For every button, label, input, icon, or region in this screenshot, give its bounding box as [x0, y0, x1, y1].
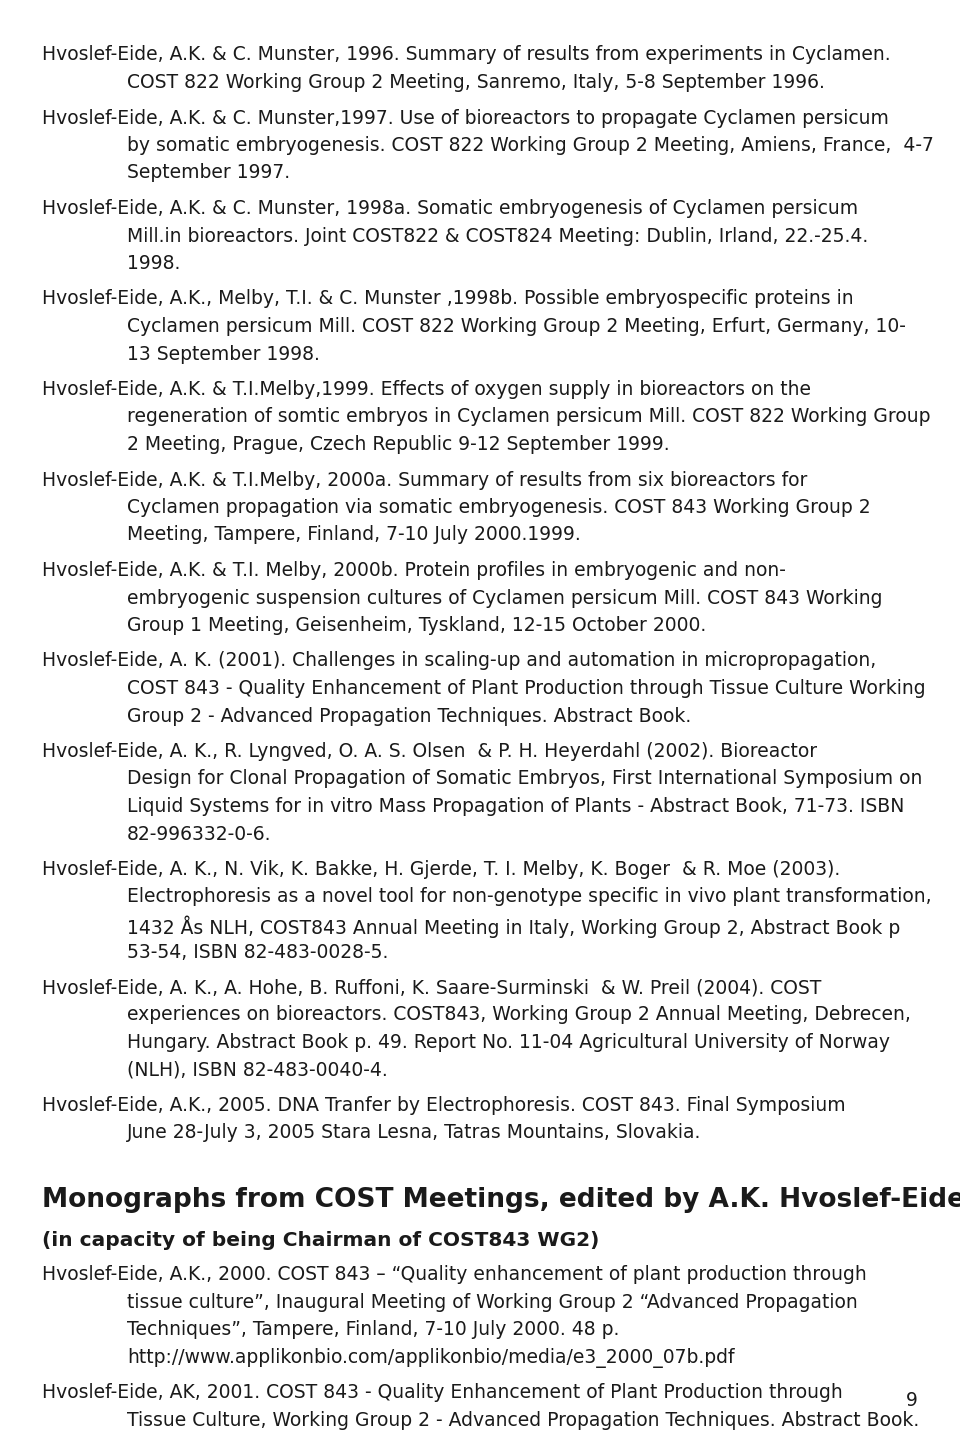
Text: Hvoslef-Eide, A.K., 2005. DNA Tranfer by Electrophoresis. COST 843. Final Sympos: Hvoslef-Eide, A.K., 2005. DNA Tranfer by…: [42, 1096, 846, 1114]
Text: Hvoslef-Eide, A. K., A. Hohe, B. Ruffoni, K. Saare-Surminski  & W. Preil (2004).: Hvoslef-Eide, A. K., A. Hohe, B. Ruffoni…: [42, 978, 822, 997]
Text: Hvoslef-Eide, A.K. & C. Munster,1997. Use of bioreactors to propagate Cyclamen p: Hvoslef-Eide, A.K. & C. Munster,1997. Us…: [42, 108, 889, 128]
Text: Group 2 - Advanced Propagation Techniques. Abstract Book.: Group 2 - Advanced Propagation Technique…: [127, 706, 691, 726]
Text: Hvoslef-Eide, A.K. & T.I. Melby, 2000b. Protein profiles in embryogenic and non-: Hvoslef-Eide, A.K. & T.I. Melby, 2000b. …: [42, 561, 786, 580]
Text: Hvoslef-Eide, A.K., 2000. COST 843 – “Quality enhancement of plant production th: Hvoslef-Eide, A.K., 2000. COST 843 – “Qu…: [42, 1265, 867, 1284]
Text: 1998.: 1998.: [127, 255, 180, 273]
Text: 53-54, ISBN 82-483-0028-5.: 53-54, ISBN 82-483-0028-5.: [127, 942, 389, 962]
Text: (in capacity of being Chairman of COST843 WG2): (in capacity of being Chairman of COST84…: [42, 1231, 599, 1250]
Text: COST 843 - Quality Enhancement of Plant Production through Tissue Culture Workin: COST 843 - Quality Enhancement of Plant …: [127, 679, 925, 697]
Text: Hvoslef-Eide, A.K. & T.I.Melby,1999. Effects of oxygen supply in bioreactors on : Hvoslef-Eide, A.K. & T.I.Melby,1999. Eff…: [42, 380, 811, 398]
Text: embryogenic suspension cultures of Cyclamen persicum Mill. COST 843 Working: embryogenic suspension cultures of Cycla…: [127, 588, 882, 607]
Text: Hvoslef-Eide, A.K., Melby, T.I. & C. Munster ,1998b. Possible embryospecific pro: Hvoslef-Eide, A.K., Melby, T.I. & C. Mun…: [42, 289, 853, 309]
Text: September 1997.: September 1997.: [127, 164, 290, 183]
Text: Tissue Culture, Working Group 2 - Advanced Propagation Techniques. Abstract Book: Tissue Culture, Working Group 2 - Advanc…: [127, 1411, 920, 1429]
Text: 9: 9: [906, 1391, 918, 1411]
Text: 13 September 1998.: 13 September 1998.: [127, 345, 320, 364]
Text: http://www.applikonbio.com/applikonbio/media/e3_2000_07b.pdf: http://www.applikonbio.com/applikonbio/m…: [127, 1347, 734, 1368]
Text: Hvoslef-Eide, A. K. (2001). Challenges in scaling-up and automation in microprop: Hvoslef-Eide, A. K. (2001). Challenges i…: [42, 651, 876, 670]
Text: Hvoslef-Eide, A. K., N. Vik, K. Bakke, H. Gjerde, T. I. Melby, K. Boger  & R. Mo: Hvoslef-Eide, A. K., N. Vik, K. Bakke, H…: [42, 860, 840, 879]
Text: Hvoslef-Eide, AK, 2001. COST 843 - Quality Enhancement of Plant Production throu: Hvoslef-Eide, AK, 2001. COST 843 - Quali…: [42, 1383, 843, 1402]
Text: COST 822 Working Group 2 Meeting, Sanremo, Italy, 5-8 September 1996.: COST 822 Working Group 2 Meeting, Sanrem…: [127, 73, 825, 92]
Text: Hungary. Abstract Book p. 49. Report No. 11-04 Agricultural University of Norway: Hungary. Abstract Book p. 49. Report No.…: [127, 1032, 890, 1053]
Text: Design for Clonal Propagation of Somatic Embryos, First International Symposium : Design for Clonal Propagation of Somatic…: [127, 769, 923, 788]
Text: Hvoslef-Eide, A.K. & T.I.Melby, 2000a. Summary of results from six bioreactors f: Hvoslef-Eide, A.K. & T.I.Melby, 2000a. S…: [42, 470, 807, 489]
Text: June 28-July 3, 2005 Stara Lesna, Tatras Mountains, Slovakia.: June 28-July 3, 2005 Stara Lesna, Tatras…: [127, 1123, 702, 1143]
Text: by somatic embryogenesis. COST 822 Working Group 2 Meeting, Amiens, France,  4-7: by somatic embryogenesis. COST 822 Worki…: [127, 137, 934, 155]
Text: 1432 Ås NLH, COST843 Annual Meeting in Italy, Working Group 2, Abstract Book p: 1432 Ås NLH, COST843 Annual Meeting in I…: [127, 915, 900, 938]
Text: Monographs from COST Meetings, edited by A.K. Hvoslef-Eide: Monographs from COST Meetings, edited by…: [42, 1186, 960, 1214]
Text: Meeting, Tampere, Finland, 7-10 July 2000.1999.: Meeting, Tampere, Finland, 7-10 July 200…: [127, 525, 581, 545]
Text: regeneration of somtic embryos in Cyclamen persicum Mill. COST 822 Working Group: regeneration of somtic embryos in Cyclam…: [127, 407, 930, 427]
Text: Group 1 Meeting, Geisenheim, Tyskland, 12-15 October 2000.: Group 1 Meeting, Geisenheim, Tyskland, 1…: [127, 615, 707, 636]
Text: Liquid Systems for in vitro Mass Propagation of Plants - Abstract Book, 71-73. I: Liquid Systems for in vitro Mass Propaga…: [127, 797, 904, 815]
Text: (NLH), ISBN 82-483-0040-4.: (NLH), ISBN 82-483-0040-4.: [127, 1060, 388, 1080]
Text: Cyclamen propagation via somatic embryogenesis. COST 843 Working Group 2: Cyclamen propagation via somatic embryog…: [127, 498, 871, 518]
Text: tissue culture”, Inaugural Meeting of Working Group 2 “Advanced Propagation: tissue culture”, Inaugural Meeting of Wo…: [127, 1293, 857, 1311]
Text: Cyclamen persicum Mill. COST 822 Working Group 2 Meeting, Erfurt, Germany, 10-: Cyclamen persicum Mill. COST 822 Working…: [127, 316, 906, 336]
Text: 82-996332-0-6.: 82-996332-0-6.: [127, 824, 272, 844]
Text: Electrophoresis as a novel tool for non-genotype specific in vivo plant transfor: Electrophoresis as a novel tool for non-…: [127, 887, 931, 906]
Text: Mill.in bioreactors. Joint COST822 & COST824 Meeting: Dublin, Irland, 22.-25.4.: Mill.in bioreactors. Joint COST822 & COS…: [127, 227, 868, 246]
Text: 2 Meeting, Prague, Czech Republic 9-12 September 1999.: 2 Meeting, Prague, Czech Republic 9-12 S…: [127, 436, 670, 454]
Text: Techniques”, Tampere, Finland, 7-10 July 2000. 48 p.: Techniques”, Tampere, Finland, 7-10 July…: [127, 1320, 619, 1339]
Text: Hvoslef-Eide, A.K. & C. Munster, 1998a. Somatic embryogenesis of Cyclamen persic: Hvoslef-Eide, A.K. & C. Munster, 1998a. …: [42, 198, 858, 219]
Text: Hvoslef-Eide, A. K., R. Lyngved, O. A. S. Olsen  & P. H. Heyerdahl (2002). Biore: Hvoslef-Eide, A. K., R. Lyngved, O. A. S…: [42, 742, 817, 761]
Text: Hvoslef-Eide, A.K. & C. Munster, 1996. Summary of results from experiments in Cy: Hvoslef-Eide, A.K. & C. Munster, 1996. S…: [42, 46, 891, 65]
Text: experiences on bioreactors. COST843, Working Group 2 Annual Meeting, Debrecen,: experiences on bioreactors. COST843, Wor…: [127, 1005, 911, 1024]
